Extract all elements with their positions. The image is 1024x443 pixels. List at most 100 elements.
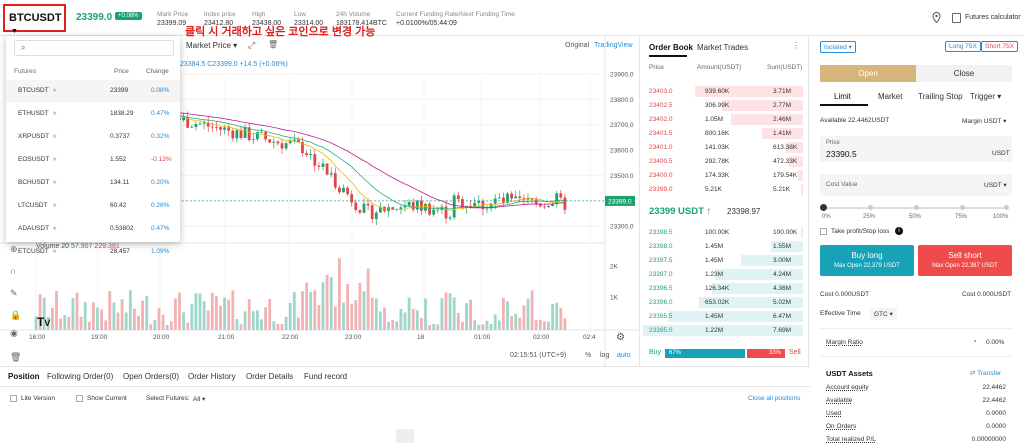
zoom-icon[interactable]: ⊕ xyxy=(10,244,18,254)
gear-icon[interactable]: ⚙ xyxy=(616,332,625,343)
volume-bar xyxy=(67,316,71,330)
symbol-selector[interactable]: BTCUSDT ▼ xyxy=(3,4,66,35)
price-input[interactable]: Price 23390.5 USDT xyxy=(820,136,1012,162)
more-icon[interactable]: ⋮ xyxy=(792,41,800,50)
candle-body xyxy=(366,203,370,206)
volume-bar xyxy=(227,299,231,330)
ask-row[interactable]: 23400.0 174.33K 179.54K xyxy=(641,170,809,181)
sell-cost: Cost 0.000USDT xyxy=(962,291,1012,298)
volume-bar xyxy=(153,319,157,330)
info-icon[interactable]: i xyxy=(895,227,903,235)
magnet-icon[interactable]: ∩ xyxy=(10,266,17,276)
bottom-tab-order-details[interactable]: Order Details xyxy=(246,372,294,381)
lite-version-checkbox[interactable] xyxy=(10,395,17,402)
slider-mark-100[interactable] xyxy=(1004,205,1009,210)
lock-icon[interactable]: 🔒 xyxy=(10,310,22,320)
volume-bar xyxy=(42,297,46,330)
futures-calculator-link[interactable]: Futures calculator xyxy=(965,14,1021,21)
price-type-select[interactable]: Market Price ▾ xyxy=(186,41,238,50)
order-type-trigger[interactable]: Trigger ▾ xyxy=(970,92,1002,101)
dropdown-row[interactable]: EOSUSDT ★ 1.552 -0.13% xyxy=(6,149,180,171)
cost-value-input[interactable]: Cost Value USDT ▾ xyxy=(820,174,1012,196)
bid-row[interactable]: 23397.5 1.45M 3.00M xyxy=(641,255,809,266)
margin-unit-select[interactable]: Margin USDT ▾ xyxy=(962,118,1007,125)
ask-row[interactable]: 23402.5 306.99K 2.77M xyxy=(641,100,809,111)
volume-bar xyxy=(403,312,407,330)
candle-body xyxy=(420,200,423,211)
dropdown-row[interactable]: LTCUSDT ★ 60.42 0.28% xyxy=(6,195,180,217)
select-futures-label: Select Futures: xyxy=(146,395,190,402)
candle-body xyxy=(469,205,472,208)
ask-row[interactable]: 23401.5 800.16K 1.41M xyxy=(641,128,809,139)
trash-icon[interactable]: 🗑 xyxy=(268,40,279,49)
dropdown-row[interactable]: BCHUSDT ★ 134.11 0.20% xyxy=(6,172,180,194)
candle-body xyxy=(514,196,518,199)
bid-row[interactable]: 23396.0 653.02K 5.02M xyxy=(641,297,809,308)
dropdown-row[interactable]: ADAUSDT ★ 0.53802 0.47% xyxy=(6,218,180,240)
ask-amount: 292.78K xyxy=(705,158,730,165)
bid-row[interactable]: 23395.5 1.45M 6.47M xyxy=(641,311,809,322)
view-original[interactable]: Original xyxy=(565,42,590,49)
bid-row[interactable]: 23397.0 1.23M 4.24M xyxy=(641,269,809,280)
open-tab-button[interactable]: Open xyxy=(820,65,916,82)
tab-order-book[interactable]: Order Book xyxy=(649,43,694,52)
dropdown-row[interactable]: ETCUSDT ★ 28.457 1.09% xyxy=(6,241,180,263)
short-leverage-button[interactable]: Short 75X xyxy=(981,41,1018,52)
dropdown-search-input[interactable]: ⌕ xyxy=(14,40,174,56)
slider-mark-25[interactable] xyxy=(868,205,873,210)
ask-row[interactable]: 23400.5 292.78K 472.33K xyxy=(641,156,809,167)
bottom-tab-position[interactable]: Position xyxy=(8,372,40,381)
view-tradingview[interactable]: TradingView xyxy=(594,42,633,49)
select-futures-dropdown[interactable]: All ▾ xyxy=(193,396,206,403)
location-pin-icon[interactable] xyxy=(932,11,941,24)
bottom-tab-fund-record[interactable]: Fund record xyxy=(304,372,348,381)
ask-price: 23399.0 xyxy=(649,186,673,193)
delete-icon[interactable]: 🗑 xyxy=(10,352,22,362)
bid-row[interactable]: 23395.0 1.22M 7.69M xyxy=(641,325,809,336)
candle-body xyxy=(243,127,247,138)
row-symbol: BTCUSDT xyxy=(18,87,49,94)
amount-slider-handle[interactable] xyxy=(820,204,827,211)
order-type-trailing[interactable]: Trailing Stop xyxy=(918,92,963,101)
scale-log[interactable]: log xyxy=(600,352,610,359)
fullscreen-icon[interactable]: ⤢ xyxy=(248,40,256,50)
close-tab-button[interactable]: Close xyxy=(916,65,1012,82)
slider-mark-75[interactable] xyxy=(960,205,965,210)
bid-depth-bar xyxy=(714,269,803,280)
eye-icon[interactable]: ◉ xyxy=(10,328,18,338)
pencil-lock-icon[interactable]: ✎ xyxy=(10,288,18,298)
buy-long-button[interactable]: Buy long Max Open 22,379 USDT xyxy=(820,245,914,276)
slider-mark-50[interactable] xyxy=(914,205,919,210)
sell-short-button[interactable]: Sell short Max Open 22,387 USDT xyxy=(918,245,1012,276)
scale-auto[interactable]: auto xyxy=(617,352,631,359)
bid-row[interactable]: 23396.5 126.34K 4.36M xyxy=(641,283,809,294)
margin-mode-select[interactable]: Isolated ▾ xyxy=(820,41,856,53)
ask-row[interactable]: 23402.0 1.05M 2.46M xyxy=(641,114,809,125)
effective-time-select[interactable]: GTC ▾ xyxy=(870,308,897,320)
bottom-tab-following-order-[interactable]: Following Order(0) xyxy=(47,372,114,381)
candle-body xyxy=(403,205,407,208)
order-type-limit[interactable]: Limit xyxy=(834,92,851,101)
bottom-tab-open-orders-[interactable]: Open Orders(0) xyxy=(123,372,180,381)
bid-row[interactable]: 23398.5 100.00K 100.00K xyxy=(641,227,809,238)
ask-row[interactable]: 23403.0 939.60K 3.71M xyxy=(641,86,809,97)
calculator-icon[interactable] xyxy=(952,13,961,23)
ask-row[interactable]: 23399.0 5.21K 5.21K xyxy=(641,184,809,195)
ob-col-sum: Sum(USDT) xyxy=(767,64,803,71)
ask-row[interactable]: 23401.0 141.03K 613.38K xyxy=(641,142,809,153)
dropdown-row[interactable]: ETHUSDT ★ 1838.29 0.47% xyxy=(6,103,180,125)
close-all-positions-link[interactable]: Close all positions xyxy=(748,395,801,402)
tab-market-trades[interactable]: Market Trades xyxy=(697,43,749,52)
row-symbol: XRPUSDT xyxy=(18,133,50,140)
dropdown-row[interactable]: BTCUSDT ★ 23399 0.08% xyxy=(6,80,180,102)
transfer-link[interactable]: ⇄ Transfer xyxy=(970,370,1002,377)
scale-percent[interactable]: % xyxy=(585,352,592,359)
show-current-checkbox[interactable] xyxy=(76,395,83,402)
tpsl-checkbox[interactable] xyxy=(820,228,827,235)
long-leverage-button[interactable]: Long 75X xyxy=(945,41,981,52)
bottom-tab-order-history[interactable]: Order History xyxy=(188,372,236,381)
volume-bar xyxy=(55,291,58,330)
bid-row[interactable]: 23398.0 1.45M 1.55M xyxy=(641,241,809,252)
order-type-market[interactable]: Market xyxy=(878,92,903,101)
dropdown-row[interactable]: XRPUSDT ★ 0.3737 0.32% xyxy=(6,126,180,148)
